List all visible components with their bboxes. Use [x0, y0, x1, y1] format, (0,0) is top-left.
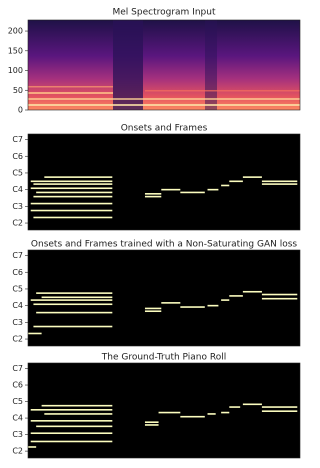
note	[180, 306, 205, 308]
y-tick-label: C5	[12, 284, 23, 293]
note	[144, 421, 159, 424]
note	[207, 188, 219, 191]
note	[30, 420, 113, 422]
note	[261, 410, 298, 412]
y-tick-label: C4	[12, 414, 23, 423]
note	[261, 183, 298, 185]
note	[261, 180, 298, 183]
y-tick-label: C6	[12, 268, 23, 277]
y-tick-label: C2	[12, 335, 23, 344]
y-tick-label: 50	[13, 86, 23, 95]
note	[261, 297, 298, 300]
y-tick-label: C3	[12, 430, 23, 439]
y-tick-label: C7	[12, 135, 23, 144]
note	[144, 193, 162, 195]
note	[158, 411, 181, 414]
note	[28, 446, 37, 448]
y-tick-label: C6	[12, 152, 23, 161]
note	[229, 180, 243, 183]
y-tick-label: C4	[12, 301, 23, 310]
note	[36, 292, 113, 294]
chart-title: Onsets and Frames trained with a Non-Sat…	[31, 240, 297, 250]
y-tick-label: C3	[12, 202, 23, 211]
note	[180, 415, 205, 418]
note	[33, 183, 113, 185]
note	[41, 404, 113, 407]
note	[30, 440, 113, 443]
note	[144, 424, 159, 426]
y-tick-label: C6	[12, 381, 23, 390]
note	[41, 296, 113, 299]
note	[30, 209, 113, 212]
note	[144, 195, 162, 198]
note	[161, 302, 181, 304]
note	[33, 195, 113, 198]
note	[261, 406, 298, 408]
note	[242, 290, 262, 293]
note	[36, 425, 113, 428]
note	[28, 332, 42, 335]
note	[30, 180, 113, 183]
note	[44, 413, 113, 415]
note	[161, 188, 181, 191]
note	[30, 299, 113, 301]
y-tick-label: 0	[18, 106, 23, 115]
note	[229, 406, 241, 408]
note	[33, 216, 113, 219]
note	[30, 202, 113, 205]
plot-frame	[27, 133, 301, 231]
spectrogram-image	[28, 20, 300, 110]
note	[207, 304, 219, 307]
y-tick-label: C3	[12, 318, 23, 327]
chart-title: The Ground-Truth Piano Roll	[101, 353, 226, 363]
note	[261, 293, 298, 296]
note	[242, 403, 262, 406]
plot-frame	[27, 249, 301, 347]
plot-frame	[27, 362, 301, 459]
note	[30, 187, 113, 190]
y-tick-label: 100	[8, 66, 23, 75]
figure: Mel Spectrogram Input 0 50 100 150 200 Onsets …	[8, 8, 301, 459]
y-tick-label: C2	[12, 219, 23, 228]
note	[30, 409, 113, 411]
y-tick-label: C4	[12, 185, 23, 194]
y-tick-label: C2	[12, 447, 23, 456]
note	[242, 176, 262, 178]
note	[229, 295, 243, 297]
note	[144, 307, 162, 310]
chart-title: Mel Spectrogram Input	[113, 8, 216, 18]
y-tick-label: C7	[12, 364, 23, 373]
note	[221, 299, 230, 301]
y-tick-label: C7	[12, 251, 23, 260]
y-tick-label: C5	[12, 397, 23, 406]
y-tick-label: 150	[8, 46, 23, 55]
note	[44, 176, 113, 178]
note	[221, 411, 230, 414]
note	[36, 311, 113, 314]
note	[33, 303, 113, 306]
note	[36, 191, 113, 194]
note	[221, 184, 230, 187]
chart-title: Onsets and Frames	[121, 124, 208, 134]
note	[30, 432, 113, 435]
plot-frame	[27, 19, 301, 111]
note	[180, 191, 205, 194]
y-tick-label: C5	[12, 168, 23, 177]
note	[144, 310, 162, 313]
note	[207, 413, 216, 415]
note	[33, 325, 113, 328]
y-tick-label: 200	[8, 27, 23, 36]
